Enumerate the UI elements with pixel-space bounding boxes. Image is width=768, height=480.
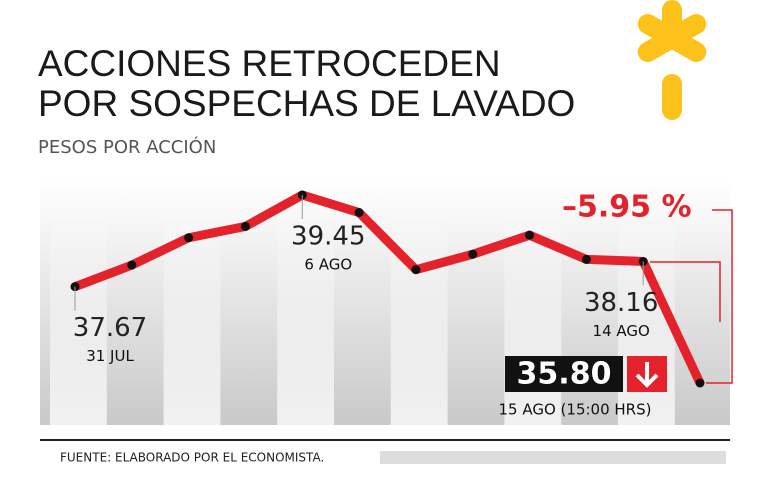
point — [468, 249, 478, 259]
value-label: 35.80 — [517, 357, 612, 392]
point — [127, 260, 137, 270]
value-label: 39.45 — [291, 222, 365, 252]
x-tick-label: 14 AGO — [593, 322, 650, 340]
column-stripes — [50, 180, 675, 425]
column-stripe — [50, 180, 107, 425]
point — [184, 233, 194, 243]
logo — [637, 0, 707, 120]
point — [581, 254, 591, 264]
subtitle: PESOS POR ACCIÓN — [38, 136, 216, 158]
point — [695, 378, 705, 388]
change-bracket — [650, 209, 733, 384]
point — [411, 265, 421, 275]
chart-title: ACCIONES RETROCEDEN — [38, 43, 501, 84]
column-stripe — [163, 180, 221, 425]
source: FUENTE: ELABORADO POR EL ECONOMISTA. — [60, 451, 324, 465]
point — [240, 221, 250, 231]
change-annotation: –5.95 % — [562, 190, 692, 225]
source-bar — [380, 451, 726, 464]
price-line — [73, 190, 705, 385]
value-label: 38.16 — [584, 288, 658, 318]
x-tick-label: 15 AGO (15:00 HRS) — [499, 401, 652, 419]
x-tick-label: 6 AGO — [304, 256, 352, 274]
point — [354, 208, 364, 218]
chart-title: POR SOSPECHAS DE LAVADO — [38, 83, 575, 124]
value-label: 37.67 — [73, 313, 147, 343]
point — [525, 230, 535, 240]
value-label-box — [505, 356, 623, 392]
down-arrow — [635, 362, 659, 388]
column-stripe — [390, 180, 448, 425]
column-stripe — [277, 180, 334, 425]
x-tick-label: 31 JUL — [86, 347, 134, 365]
